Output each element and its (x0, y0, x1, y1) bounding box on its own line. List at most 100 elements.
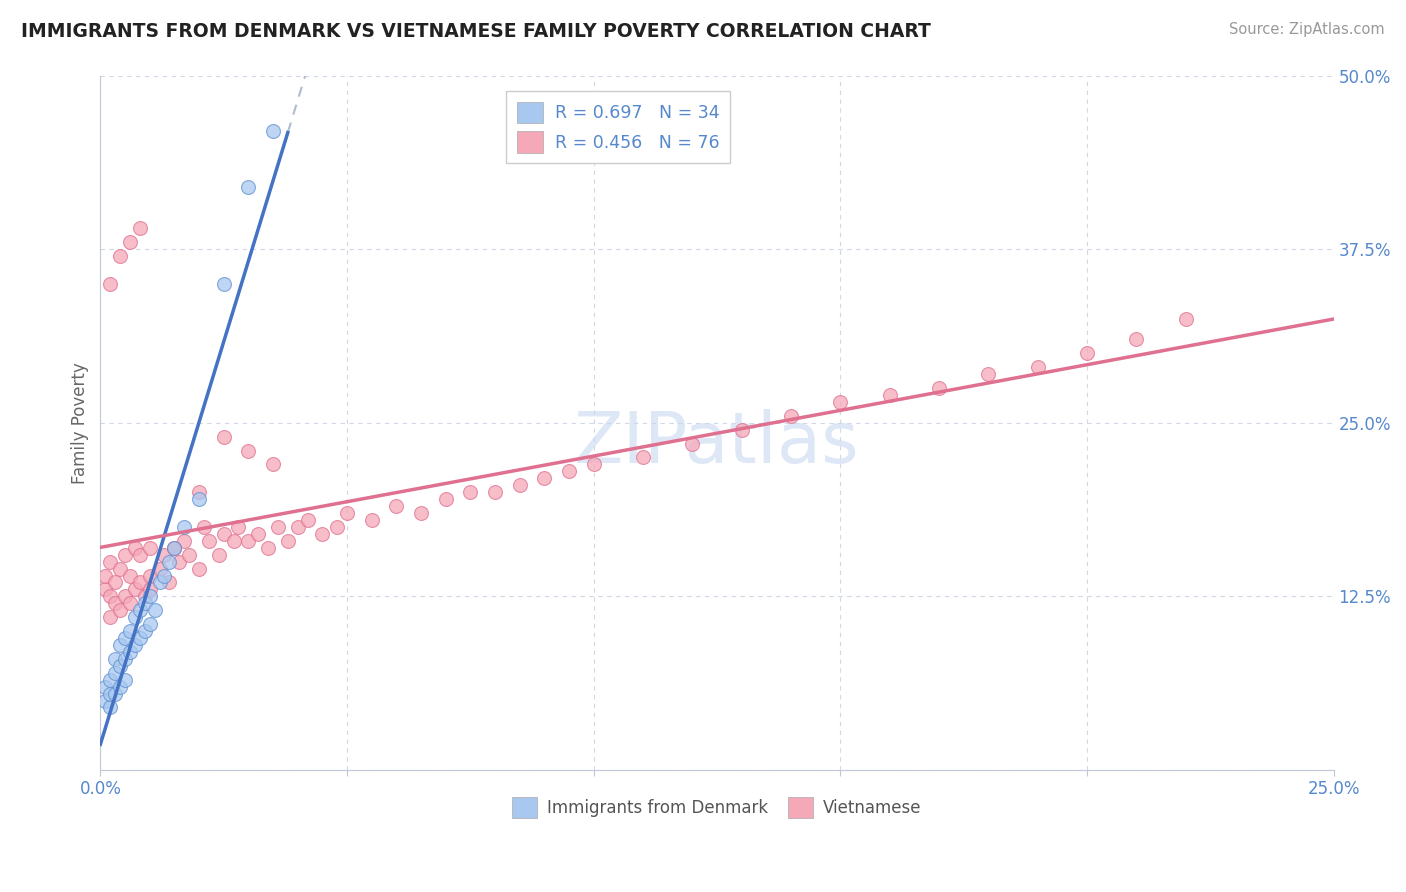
Point (128, 603, 150, 617)
Point (212, 277, 235, 291)
Text: Source: ZipAtlas.com: Source: ZipAtlas.com (1229, 22, 1385, 37)
Point (238, 533, 260, 548)
Point (169, 555, 191, 569)
Point (1125, 333, 1147, 347)
Point (212, 527, 235, 541)
Point (238, 179, 260, 194)
Point (98, 610, 121, 624)
Point (143, 603, 166, 617)
Point (138, 582, 160, 597)
Point (153, 548, 176, 562)
Point (297, 513, 319, 527)
Point (153, 568, 176, 582)
Point (108, 638, 131, 652)
Point (730, 423, 752, 437)
Point (188, 485, 211, 500)
Point (114, 631, 136, 645)
Text: ZIPatlas: ZIPatlas (574, 409, 859, 478)
Point (148, 561, 170, 575)
Point (228, 520, 250, 534)
Point (114, 652, 136, 666)
Point (94, 582, 117, 597)
Point (134, 596, 156, 610)
Point (134, 624, 156, 639)
Point (238, 443, 260, 458)
Point (173, 533, 195, 548)
Point (98, 687, 121, 701)
Point (118, 645, 141, 659)
Point (193, 520, 215, 534)
Point (173, 520, 195, 534)
Point (1026, 360, 1049, 375)
Point (385, 499, 408, 513)
Point (879, 388, 901, 402)
Point (1076, 346, 1098, 360)
Point (118, 235, 141, 250)
Point (128, 575, 150, 590)
Point (98, 673, 121, 687)
Point (94, 693, 117, 707)
Point (128, 221, 150, 235)
Point (124, 541, 146, 555)
Point (108, 561, 131, 575)
Point (138, 568, 160, 582)
Point (326, 520, 349, 534)
Point (977, 367, 1000, 381)
Point (311, 527, 333, 541)
Point (188, 561, 211, 575)
Point (124, 638, 146, 652)
Point (98, 590, 121, 604)
Point (262, 458, 284, 472)
Point (104, 687, 127, 701)
Point (1174, 311, 1197, 326)
Point (484, 485, 506, 500)
Point (212, 430, 235, 444)
Point (104, 652, 127, 666)
Point (118, 624, 141, 639)
Point (179, 548, 201, 562)
Point (222, 533, 245, 548)
Y-axis label: Family Poverty: Family Poverty (72, 362, 89, 483)
Point (830, 395, 852, 409)
Point (434, 492, 457, 507)
Point (138, 590, 160, 604)
Point (198, 533, 221, 548)
Point (681, 436, 703, 450)
Point (108, 603, 131, 617)
Point (98, 277, 121, 291)
Point (104, 575, 127, 590)
Point (118, 568, 141, 582)
Legend: Immigrants from Denmark, Vietnamese: Immigrants from Denmark, Vietnamese (505, 790, 928, 824)
Point (558, 464, 581, 478)
Point (94, 568, 117, 582)
Point (94, 680, 117, 694)
Point (509, 478, 531, 492)
Text: IMMIGRANTS FROM DENMARK VS VIETNAMESE FAMILY POVERTY CORRELATION CHART: IMMIGRANTS FROM DENMARK VS VIETNAMESE FA… (21, 22, 931, 41)
Point (138, 617, 160, 632)
Point (247, 527, 270, 541)
Point (631, 450, 654, 465)
Point (148, 575, 170, 590)
Point (163, 541, 186, 555)
Point (134, 590, 156, 604)
Point (287, 520, 309, 534)
Point (157, 555, 180, 569)
Point (114, 548, 136, 562)
Point (409, 506, 432, 520)
Point (108, 680, 131, 694)
Point (163, 541, 186, 555)
Point (124, 610, 146, 624)
Point (114, 590, 136, 604)
Point (928, 381, 950, 395)
Point (188, 492, 211, 507)
Point (336, 506, 359, 520)
Point (582, 458, 605, 472)
Point (533, 471, 555, 485)
Point (257, 541, 280, 555)
Point (138, 541, 160, 555)
Point (114, 673, 136, 687)
Point (128, 548, 150, 562)
Point (128, 631, 150, 645)
Point (98, 700, 121, 714)
Point (277, 533, 299, 548)
